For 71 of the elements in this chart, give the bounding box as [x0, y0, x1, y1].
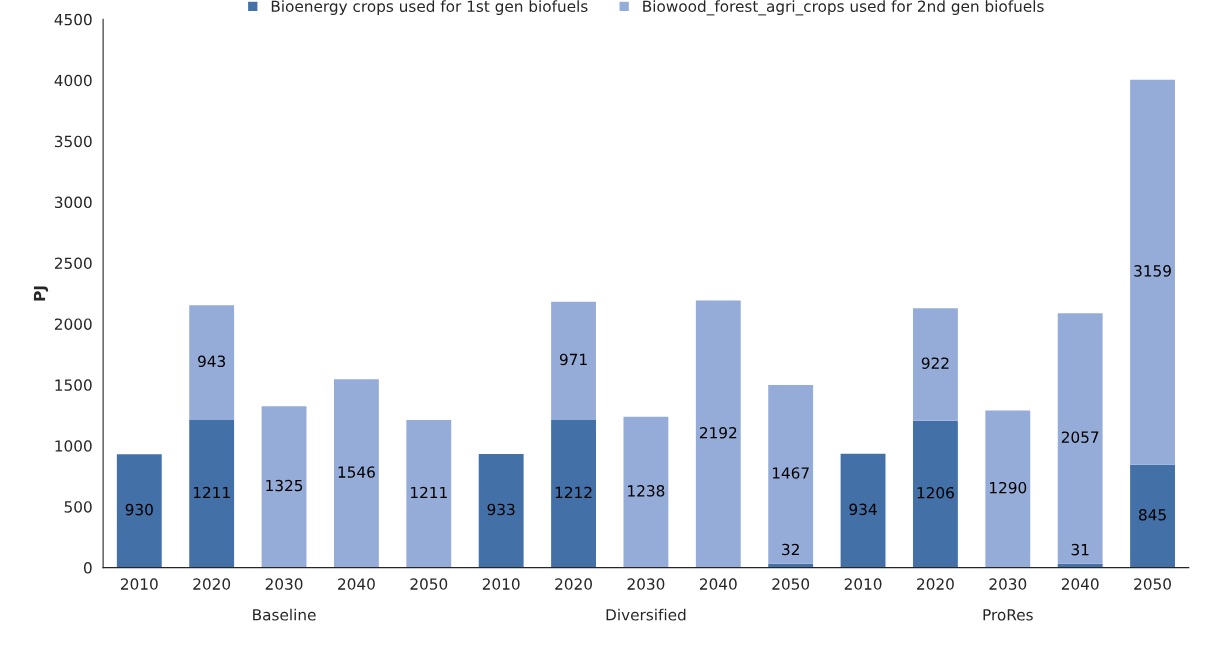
y-tick-label: 4500 — [54, 13, 92, 26]
bar — [478, 453, 524, 568]
data-label: 845 — [1139, 509, 1166, 521]
bar — [912, 308, 958, 421]
bar — [406, 420, 452, 568]
data-label: 1211 — [411, 486, 447, 499]
y-tick-label: 0 — [83, 562, 92, 574]
data-label: 3159 — [1134, 265, 1171, 277]
bar — [912, 420, 958, 568]
data-label: 1290 — [990, 481, 1027, 494]
data-label: 943 — [198, 355, 226, 368]
data-label: 1325 — [266, 479, 303, 492]
bar — [985, 410, 1031, 568]
data-label: 1467 — [772, 467, 809, 479]
y-tick-label: 3500 — [54, 135, 92, 148]
data-label: 2192 — [699, 426, 737, 439]
x-tick-label: 2010 — [482, 578, 520, 590]
x-tick-label: 2040 — [338, 578, 375, 590]
legend-label: Biowood_forest_agri_crops used for 2nd gen biofuels — [643, 0, 1044, 16]
x-tick-label: 2020 — [917, 578, 954, 590]
bar — [1057, 313, 1103, 564]
data-label: 1546 — [338, 466, 375, 478]
x-tick-label: 2050 — [1134, 578, 1171, 590]
legend-label: Bioenergy crops used for 1st gen biofuels — [271, 0, 588, 15]
y-axis-title: PJ — [33, 286, 49, 301]
data-label: 1211 — [193, 486, 230, 499]
bar — [1130, 79, 1175, 465]
x-tick-label: 2020 — [193, 578, 231, 590]
x-tick-label: 2010 — [120, 578, 158, 590]
bar — [623, 416, 669, 568]
y-tick-label: 1500 — [55, 379, 92, 391]
data-label: 1206 — [917, 487, 954, 499]
bar — [333, 379, 379, 568]
x-tick-label: 2010 — [844, 578, 882, 590]
text: Baseline — [253, 608, 316, 621]
y-tick-label: 500 — [64, 501, 92, 513]
bar — [189, 420, 235, 568]
bar — [551, 301, 596, 420]
x-tick-label: 2030 — [265, 578, 303, 590]
data-label: 1238 — [628, 485, 665, 497]
data-label: 971 — [559, 353, 587, 366]
bar — [116, 454, 162, 568]
y-tick-label: 4000 — [54, 74, 92, 87]
y-tick-label: 2500 — [54, 257, 92, 270]
bar — [695, 300, 741, 568]
x-tick-label: 2040 — [699, 578, 737, 590]
bar — [261, 406, 307, 568]
x-tick-label: 2040 — [1061, 578, 1099, 590]
x-tick-label: 2030 — [989, 578, 1027, 590]
x-tick-label: 2050 — [772, 578, 810, 590]
data-label: 930 — [125, 503, 153, 516]
bar — [768, 384, 814, 564]
data-label: 934 — [849, 503, 877, 516]
data-label: 31 — [1071, 543, 1089, 556]
y-tick-label: 2000 — [54, 318, 92, 330]
bar — [1130, 464, 1175, 568]
x-tick-label: 2050 — [410, 578, 448, 590]
data-label: 933 — [487, 503, 515, 516]
data-label: 32 — [782, 543, 799, 556]
bar — [189, 305, 235, 421]
data-label: 2057 — [1061, 431, 1099, 443]
y-tick-label: 3000 — [54, 196, 92, 209]
text: Diversified — [606, 608, 686, 621]
data-label: 922 — [921, 357, 949, 369]
text: ProRes — [983, 609, 1033, 621]
x-tick-label: 2030 — [627, 578, 665, 590]
x-tick-label: 2020 — [555, 578, 592, 590]
y-tick-label: 1000 — [55, 440, 92, 452]
data-label: 1212 — [555, 486, 592, 498]
bar — [551, 419, 596, 568]
bar — [840, 453, 886, 568]
